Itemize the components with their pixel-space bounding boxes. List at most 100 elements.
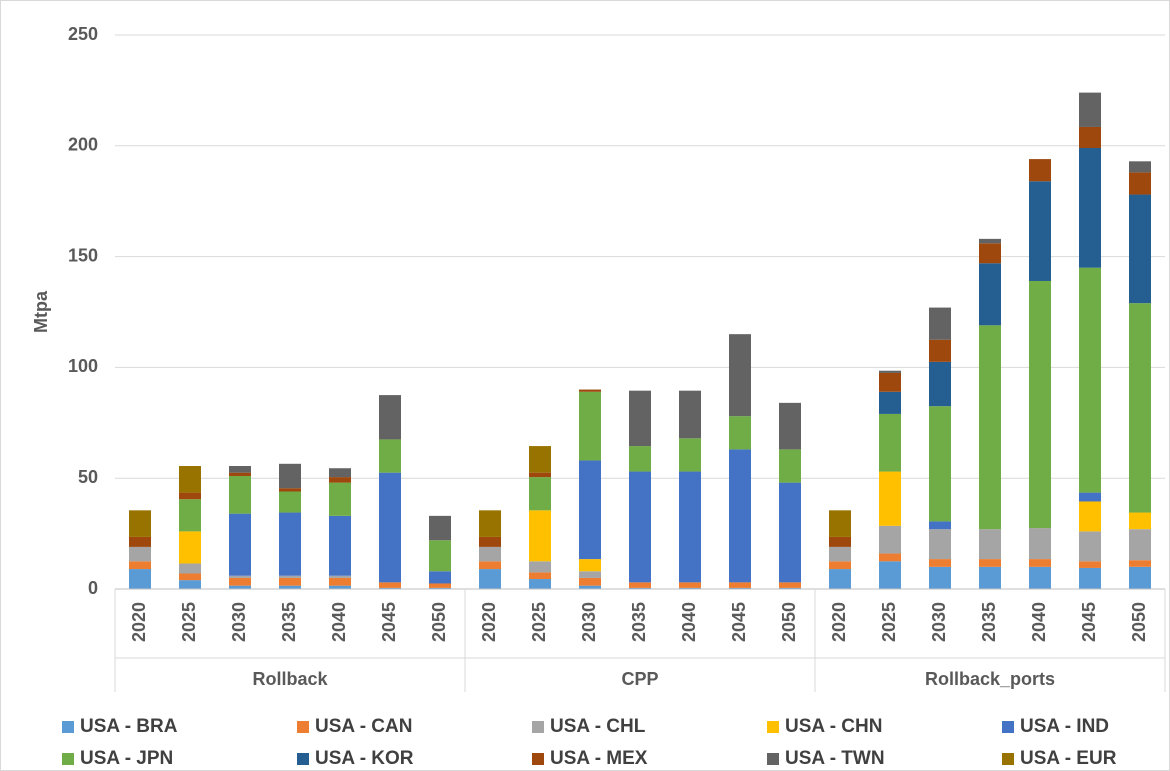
bar-segment [729, 587, 751, 589]
legend-label: USA - IND [1020, 716, 1109, 737]
bar-segment [329, 477, 351, 483]
bar-segment [829, 536, 851, 547]
legend-label: USA - CAN [315, 716, 412, 737]
bar-segment [879, 372, 901, 392]
bar-segment [729, 416, 751, 450]
x-tick-label: 2025 [879, 602, 899, 642]
x-tick-label: 2035 [979, 602, 999, 642]
bar-segment [829, 561, 851, 570]
x-tick-label: 2030 [929, 602, 949, 642]
x-tick-label: 2020 [479, 602, 499, 642]
bar-segment [1079, 267, 1101, 493]
bar-segment [929, 529, 951, 560]
legend-swatch [297, 721, 309, 733]
bar-segment [929, 361, 951, 407]
bar-segment [979, 559, 1001, 567]
bar-segment [629, 582, 651, 588]
bar-segment [579, 460, 601, 560]
bar-segment [1079, 126, 1101, 149]
bar-segment [579, 585, 601, 589]
bar-segment [729, 334, 751, 417]
legend-swatch [767, 721, 779, 733]
bar-segment [329, 515, 351, 576]
bar-segment [1129, 512, 1151, 530]
bar-segment [179, 499, 201, 532]
legend-label: USA - JPN [80, 748, 173, 769]
x-tick-label: 2045 [1079, 602, 1099, 642]
bar-segment [529, 472, 551, 478]
y-tick-label: 150 [68, 245, 98, 265]
bar-segment [229, 575, 251, 578]
bar-segment [179, 580, 201, 589]
bar-segment [379, 439, 401, 473]
x-tick-label: 2045 [379, 602, 399, 642]
bar-segment [929, 566, 951, 589]
x-tick-label: 2040 [679, 602, 699, 642]
legend-label: USA - CHN [785, 716, 882, 737]
legend-swatch [62, 721, 74, 733]
bar-segment [129, 536, 151, 547]
bar-segment [329, 468, 351, 478]
bar-segment [1129, 560, 1151, 567]
bar-segment [279, 575, 301, 578]
bar-segment [679, 471, 701, 583]
bar-segment [1079, 567, 1101, 589]
x-tick-label: 2035 [629, 602, 649, 642]
bar-segment [1029, 181, 1051, 281]
bar-segment [679, 587, 701, 589]
y-tick-label: 50 [78, 467, 98, 487]
bar-segment [1029, 280, 1051, 529]
bar-segment [229, 513, 251, 576]
legend-swatch [297, 753, 309, 765]
bar-segment [929, 521, 951, 530]
bar-segment [879, 370, 901, 373]
bar-segment [179, 492, 201, 500]
x-tick-label: 2020 [129, 602, 149, 642]
bar-segment [979, 263, 1001, 326]
bar-segment [129, 546, 151, 562]
bar-segment [379, 587, 401, 589]
bar-segment [879, 391, 901, 414]
bar-segment [729, 582, 751, 588]
bar-segment [329, 585, 351, 589]
bar-segment [629, 587, 651, 589]
y-tick-label: 200 [68, 135, 98, 155]
bar-segment [979, 325, 1001, 530]
bar-segment [379, 395, 401, 440]
x-tick-label: 2030 [229, 602, 249, 642]
bar-segment [1129, 172, 1151, 195]
bar-segment [329, 577, 351, 586]
bar-segment [579, 571, 601, 578]
bar-segment [679, 438, 701, 472]
y-axis-label: Mtpa [31, 290, 51, 333]
legend-label: USA - EUR [1020, 748, 1117, 769]
bar-segment [529, 510, 551, 562]
legend-label: USA - TWN [785, 748, 885, 769]
bar-segment [179, 573, 201, 581]
x-tick-label: 2045 [729, 602, 749, 642]
bar-segment [179, 563, 201, 574]
bar-segment [429, 583, 451, 588]
x-tick-label: 2050 [779, 602, 799, 642]
bar-segment [479, 546, 501, 562]
legend-label: USA - BRA [80, 716, 178, 737]
bar-segment [829, 510, 851, 537]
legend-swatch [1002, 721, 1014, 733]
bar-segment [429, 587, 451, 589]
bar-segment [279, 585, 301, 589]
bar-segment [779, 482, 801, 583]
bar-segment [929, 406, 951, 522]
bar-segment [479, 536, 501, 547]
bar-segment [129, 510, 151, 537]
bar-segment [879, 413, 901, 472]
bar-segment [529, 561, 551, 573]
bar-segment [1079, 148, 1101, 268]
bar-segment [779, 402, 801, 450]
legend-label: USA - MEX [550, 748, 648, 769]
bar-segment [279, 463, 301, 489]
bar-segment [429, 515, 451, 541]
bar-segment [979, 566, 1001, 589]
bar-segment [1129, 161, 1151, 173]
legend-swatch [1002, 753, 1014, 765]
